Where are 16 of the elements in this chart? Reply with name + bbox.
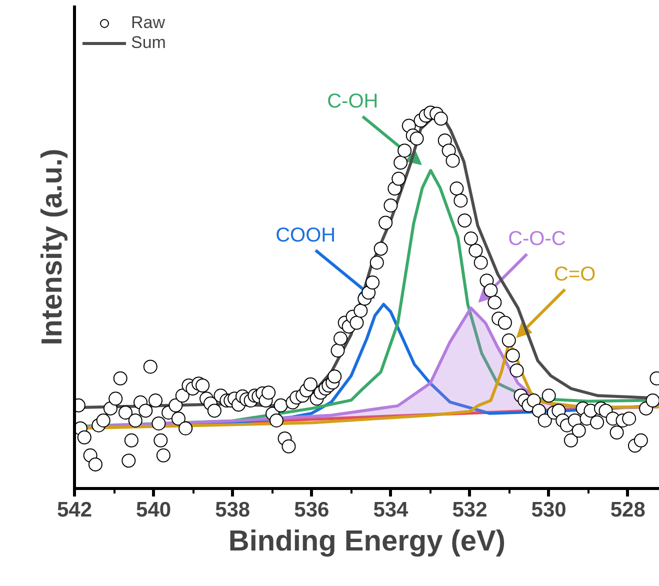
- x-tick-label: 532: [452, 498, 488, 522]
- x-axis-title: Binding Energy (eV): [228, 526, 506, 558]
- x-tick-label: 542: [56, 498, 92, 522]
- legend-label: Sum: [131, 33, 166, 53]
- text: COOH: [276, 224, 336, 246]
- y-axis-title: Intensity (a.u.): [36, 148, 68, 346]
- x-tick-label: 528: [610, 498, 646, 522]
- x-tick-label: 530: [531, 498, 566, 522]
- text: C-OH: [327, 90, 378, 113]
- x-tick-label: 540: [136, 498, 172, 522]
- text: C-O-C: [508, 228, 566, 250]
- x-tick-label: 536: [294, 498, 330, 522]
- x-tick-label: 534: [373, 498, 409, 522]
- text: C=O: [554, 263, 596, 286]
- legend-label: Raw: [131, 13, 166, 33]
- x-tick-label: 538: [215, 498, 250, 522]
